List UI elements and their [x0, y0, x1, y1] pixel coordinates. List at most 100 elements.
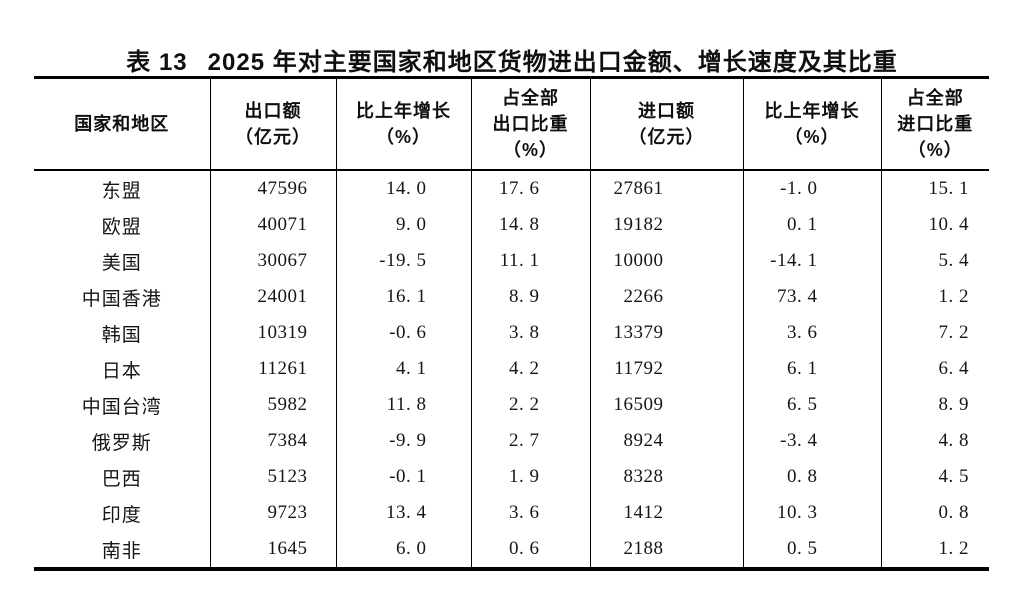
table-row: 中国香港 24001 16. 1 8. 9 2266 73. 4 1. 2 — [34, 279, 989, 315]
region-cell: 俄罗斯 — [91, 432, 152, 454]
import-growth-cell: 10. 3 — [742, 495, 881, 531]
region-cell: 中国香港 — [81, 288, 162, 310]
import-amount-cell: 1412 — [589, 495, 743, 531]
table-row: 韩国 10319 -0. 6 3. 8 13379 3. 6 7. 2 — [34, 315, 989, 351]
column-header-import-amount: 进口额 （亿元） — [589, 77, 743, 171]
column-header-line: 比上年增长 — [356, 100, 451, 121]
export-growth-cell: -0. 1 — [335, 459, 471, 495]
import-amount-cell: 8328 — [589, 459, 743, 495]
column-header-line: （%） — [784, 127, 840, 147]
export-growth-cell: 13. 4 — [335, 495, 471, 531]
import-amount-cell: 19182 — [589, 207, 743, 243]
import-growth-cell: 0. 5 — [742, 531, 881, 569]
import-growth-cell: -14. 1 — [742, 243, 881, 279]
column-header-line: 比上年增长 — [764, 100, 860, 121]
table-row: 俄罗斯 7384 -9. 9 2. 7 8924 -3. 4 4. 8 — [34, 423, 989, 459]
column-header-import-growth: 比上年增长 （%） — [742, 77, 881, 171]
column-header-line: 国家和地区 — [74, 113, 170, 134]
import-growth-cell: 6. 1 — [742, 351, 881, 387]
column-header-line: （%） — [375, 127, 431, 147]
export-share-cell: 0. 6 — [470, 531, 590, 569]
import-amount-cell: 16509 — [589, 387, 743, 423]
column-header-line: 进口比重 — [897, 113, 974, 134]
import-share-cell: 5. 4 — [880, 243, 989, 279]
import-amount-cell: 8924 — [589, 423, 743, 459]
import-share-cell: 6. 4 — [880, 351, 989, 387]
export-share-cell: 11. 1 — [470, 243, 590, 279]
region-cell: 东盟 — [101, 180, 142, 202]
region-cell: 美国 — [101, 252, 142, 274]
table-title-text: 2025 年对主要国家和地区货物进出口金额、增长速度及其比重 — [207, 49, 898, 76]
table-row: 东盟 47596 14. 0 17. 6 27861 -1. 0 15. 1 — [34, 170, 989, 207]
import-growth-cell: 6. 5 — [742, 387, 881, 423]
export-amount-cell: 30067 — [209, 243, 336, 279]
table-row: 欧盟 40071 9. 0 14. 8 19182 0. 1 10. 4 — [34, 207, 989, 243]
export-amount-cell: 47596 — [209, 170, 336, 207]
column-header-import-share: 占全部 进口比重 （%） — [880, 77, 989, 171]
export-share-cell: 3. 8 — [470, 315, 590, 351]
region-cell: 印度 — [101, 504, 142, 526]
table-row: 日本 11261 4. 1 4. 2 11792 6. 1 6. 4 — [34, 351, 989, 387]
import-share-cell: 4. 5 — [880, 459, 989, 495]
region-cell: 巴西 — [101, 468, 142, 490]
export-amount-cell: 5982 — [209, 387, 336, 423]
column-header-region: 国家和地区 — [34, 77, 210, 171]
region-cell: 南非 — [101, 540, 142, 562]
column-header-line: （%） — [907, 140, 963, 161]
export-growth-cell: -0. 6 — [335, 315, 471, 351]
region-cell: 韩国 — [101, 324, 142, 346]
import-growth-cell: 3. 6 — [742, 315, 881, 351]
export-share-cell: 4. 2 — [470, 351, 590, 387]
import-amount-cell: 2266 — [589, 279, 743, 315]
import-share-cell: 1. 2 — [880, 279, 989, 315]
export-amount-cell: 9723 — [209, 495, 336, 531]
export-amount-cell: 24001 — [209, 279, 336, 315]
export-growth-cell: 14. 0 — [335, 170, 471, 207]
column-header-export-amount: 出口额 （亿元） — [209, 77, 336, 171]
import-share-cell: 10. 4 — [880, 207, 989, 243]
export-amount-cell: 5123 — [209, 459, 336, 495]
import-share-cell: 7. 2 — [880, 315, 989, 351]
export-amount-cell: 10319 — [209, 315, 336, 351]
column-header-export-share: 占全部出口比重 （%） — [470, 77, 590, 171]
import-growth-cell: -1. 0 — [742, 170, 881, 207]
export-share-cell: 2. 7 — [470, 423, 590, 459]
export-share-cell: 8. 9 — [470, 279, 590, 315]
table-row: 美国 30067 -19. 5 11. 1 10000 -14. 1 5. 4 — [34, 243, 989, 279]
table-row: 南非 1645 6. 0 0. 6 2188 0. 5 1. 2 — [34, 531, 989, 569]
column-header-line: （亿元） — [628, 127, 705, 147]
import-share-cell: 1. 2 — [880, 531, 989, 569]
import-amount-cell: 2188 — [589, 531, 743, 569]
export-growth-cell: 4. 1 — [335, 351, 471, 387]
column-header-line: （%） — [502, 140, 558, 161]
import-amount-cell: 10000 — [589, 243, 743, 279]
export-share-cell: 2. 2 — [470, 387, 590, 423]
column-header-line: 占全部 — [502, 87, 559, 108]
column-header-line: 出口比重 — [492, 113, 569, 134]
import-share-cell: 15. 1 — [880, 170, 989, 207]
column-header-line: 进口额 — [638, 100, 695, 121]
trade-data-table: 国家和地区 出口额 （亿元） 比上年增长 （%） 占全部 出口比重 （%） 进口额 （亿元） 比上年… — [34, 76, 989, 571]
export-share-cell: 17. 6 — [470, 170, 590, 207]
import-share-cell: 0. 8 — [880, 495, 989, 531]
table-row: 巴西 5123 -0. 1 1. 9 8328 0. 8 4. 5 — [34, 459, 989, 495]
import-growth-cell: 0. 1 — [742, 207, 881, 243]
export-growth-cell: -9. 9 — [335, 423, 471, 459]
export-growth-cell: -19. 5 — [335, 243, 471, 279]
region-cell: 日本 — [101, 360, 142, 382]
import-amount-cell: 13379 — [589, 315, 743, 351]
export-growth-cell: 16. 1 — [335, 279, 471, 315]
export-amount-cell: 40071 — [209, 207, 336, 243]
table-title: 表 13 2025 年对主要国家和地区货物进出口金额、增长速度及其比重 — [0, 42, 1024, 77]
export-growth-cell: 9. 0 — [335, 207, 471, 243]
column-header-export-growth: 比上年增长 （%） — [335, 77, 471, 171]
export-share-cell: 14. 8 — [470, 207, 590, 243]
table-number: 表 13 — [126, 49, 188, 76]
table-row: 印度 9723 13. 4 3. 6 1412 10. 3 0. 8 — [34, 495, 989, 531]
import-share-cell: 4. 8 — [880, 423, 989, 459]
column-header-line: 出口额 — [244, 100, 302, 121]
import-growth-cell: 0. 8 — [742, 459, 881, 495]
header-row: 国家和地区 出口额 （亿元） 比上年增长 （%） 占全部 出口比重 （%） 进口额 （亿元） 比上年… — [34, 77, 989, 171]
import-amount-cell: 27861 — [589, 170, 743, 207]
